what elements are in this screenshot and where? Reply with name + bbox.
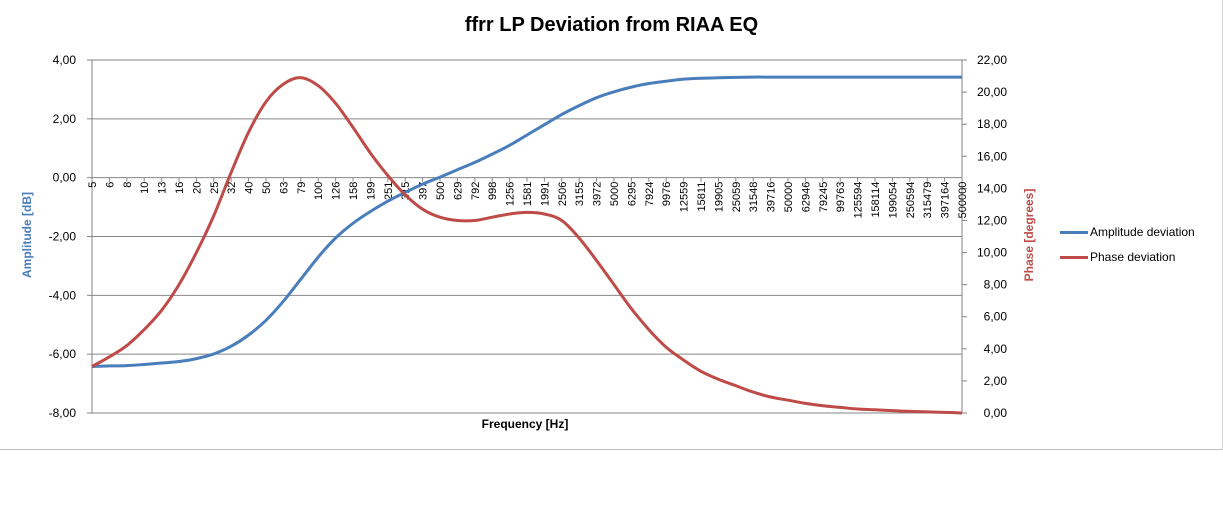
x-tick-label: 16	[174, 182, 186, 194]
x-tick-label: 500	[435, 182, 447, 200]
x-tick-label: 3972	[592, 182, 604, 206]
y-tick-label: 4,00	[53, 53, 77, 67]
legend-label-amplitude: Amplitude deviation	[1090, 225, 1195, 239]
x-tick-label: 199054	[887, 182, 899, 219]
x-tick-label: 792	[470, 182, 482, 200]
x-tick-label: 7924	[644, 182, 656, 206]
x-tick-label: 9976	[661, 182, 673, 206]
x-tick-label: 6	[104, 182, 116, 188]
y2-tick-label: 4,00	[984, 342, 1008, 356]
y2-tick-label: 0,00	[984, 406, 1008, 420]
y2-axis-label: Phase [degrees]	[1022, 189, 1036, 282]
legend-swatch-phase	[1060, 256, 1088, 260]
y-tick-label: -6,00	[49, 347, 77, 361]
x-tick-label: 79	[296, 182, 308, 194]
x-tick-label: 1256	[505, 182, 517, 206]
x-tick-label: 31548	[748, 182, 760, 213]
y2-tick-label: 10,00	[977, 246, 1007, 260]
x-tick-label: 100	[313, 182, 325, 200]
x-tick-label: 99763	[835, 182, 847, 213]
axes	[87, 59, 967, 414]
legend-item-amplitude: Amplitude deviation	[1060, 225, 1195, 239]
y2-tick-label: 2,00	[984, 374, 1008, 388]
x-tick-label: 50000	[783, 182, 795, 213]
y2-tick-label: 14,00	[977, 181, 1007, 195]
legend-label-phase: Phase deviation	[1090, 250, 1176, 264]
chart-plot: 4,00 2,00 0,00 -2,00 -4,00 -6,00 -8,00 22,00 20,…	[20, 53, 1036, 431]
x-tick-label: 500000	[957, 182, 969, 219]
y2-tick-label: 8,00	[984, 278, 1008, 292]
series-lines	[91, 75, 963, 415]
x-tick-label: 3155	[574, 182, 586, 206]
x-tick-label: 251	[383, 182, 395, 200]
tick-labels: 4,00 2,00 0,00 -2,00 -4,00 -6,00 -8,00 22,00 20,…	[49, 53, 1008, 420]
x-tick-label: 8	[122, 182, 134, 188]
x-tick-label: 315479	[922, 182, 934, 219]
x-tick-label: 1991	[539, 182, 551, 206]
gridlines	[92, 59, 962, 414]
y-tick-label: 0,00	[53, 171, 77, 185]
x-tick-label: 10	[139, 182, 151, 194]
x-tick-label: 629	[452, 182, 464, 200]
x-tick-label: 199	[365, 182, 377, 200]
y-tick-label: 2,00	[53, 112, 77, 126]
x-tick-label: 158	[348, 182, 360, 200]
y-tick-label: -4,00	[49, 288, 77, 302]
legend-swatch-amplitude	[1060, 231, 1088, 235]
x-tick-label: 39716	[766, 182, 778, 213]
y-axis-label: Amplitude [dB]	[20, 192, 34, 278]
x-tick-label: 32	[226, 182, 238, 194]
x-tick-label: 250594	[905, 182, 917, 219]
legend-item-phase: Phase deviation	[1060, 250, 1175, 264]
x-tick-label: 158114	[870, 182, 882, 218]
x-tick-label: 62946	[800, 182, 812, 213]
x-tick-label: 13	[157, 182, 169, 194]
y-tick-label: -8,00	[49, 406, 77, 420]
y2-tick-label: 22,00	[977, 53, 1007, 67]
amplitude-deviation-line	[91, 75, 962, 368]
y2-tick-label: 12,00	[977, 213, 1007, 227]
chart-title: ffrr LP Deviation from RIAA EQ	[464, 14, 759, 36]
x-tick-label: 63	[278, 182, 290, 194]
x-tick-label: 40	[244, 182, 256, 194]
x-tick-label: 12559	[679, 182, 691, 213]
x-tick-label: 1581	[522, 182, 534, 206]
x-tick-label: 25059	[731, 182, 743, 213]
y2-tick-label: 18,00	[977, 117, 1007, 131]
x-tick-label: 50	[261, 182, 273, 194]
y2-tick-label: 16,00	[977, 149, 1007, 163]
x-tick-label: 79245	[818, 182, 830, 213]
phase-deviation-line	[91, 76, 963, 415]
x-tick-label: 19905	[713, 182, 725, 213]
x-tick-label: 25	[209, 182, 221, 194]
y-tick-label: -2,00	[49, 230, 77, 244]
x-tick-label: 20	[191, 182, 203, 194]
y2-tick-label: 20,00	[977, 85, 1007, 99]
x-tick-label: 15811	[696, 182, 708, 212]
x-tick-label: 2506	[557, 182, 569, 206]
x-tick-label: 397164	[940, 182, 952, 219]
x-tick-label: 998	[487, 182, 499, 200]
x-tick-label: 5000	[609, 182, 621, 206]
y2-tick-label: 6,00	[984, 310, 1008, 324]
x-tick-label: 125594	[853, 182, 865, 219]
x-tick-label: 5	[87, 182, 99, 188]
x-tick-label: 6295	[626, 182, 638, 206]
x-axis-label: Frequency [Hz]	[482, 417, 569, 431]
x-tick-label: 126	[331, 182, 343, 200]
